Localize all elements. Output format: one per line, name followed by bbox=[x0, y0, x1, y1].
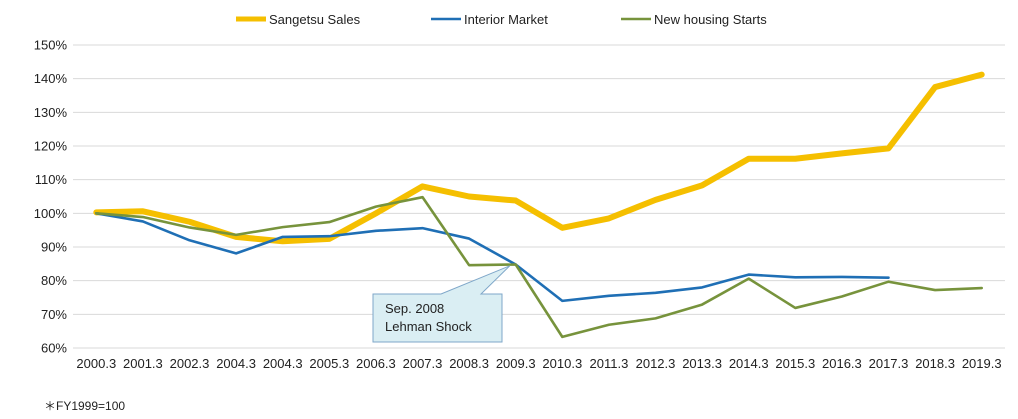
x-tick-label: 2010.3 bbox=[542, 356, 582, 371]
x-tick-label: 2009.3 bbox=[496, 356, 536, 371]
y-tick-label: 60% bbox=[41, 341, 67, 356]
y-tick-label: 150% bbox=[34, 38, 68, 53]
series-line-new-housing-starts bbox=[95, 195, 983, 339]
x-tick-label: 2015.3 bbox=[775, 356, 815, 371]
x-tick-label: 2014.3 bbox=[729, 356, 769, 371]
x-tick-label: 2008.3 bbox=[449, 356, 489, 371]
legend-label: Interior Market bbox=[464, 12, 548, 27]
x-tick-label: 2000.3 bbox=[76, 356, 116, 371]
y-tick-label: 140% bbox=[34, 71, 68, 86]
x-tick-label: 2011.3 bbox=[590, 356, 629, 371]
series-lines bbox=[93, 71, 985, 339]
legend-label: Sangetsu Sales bbox=[269, 12, 361, 27]
series-line-interior-market bbox=[95, 212, 890, 303]
lehman-shock-callout: Sep. 2008 Lehman Shock bbox=[372, 265, 511, 343]
x-tick-label: 2004.3 bbox=[263, 356, 303, 371]
x-tick-label: 2017.3 bbox=[869, 356, 909, 371]
footnote: ＊FY1999=100 bbox=[44, 399, 126, 413]
y-tick-label: 120% bbox=[34, 139, 68, 154]
y-tick-label: 70% bbox=[41, 307, 67, 322]
x-tick-label: 2006.3 bbox=[356, 356, 396, 371]
y-tick-label: 110% bbox=[35, 172, 68, 187]
x-tick-label: 2013.3 bbox=[682, 356, 722, 371]
legend-label: New housing Starts bbox=[654, 12, 767, 27]
y-tick-label: 80% bbox=[41, 273, 67, 288]
callout-box bbox=[372, 265, 511, 343]
x-tick-label: 2012.3 bbox=[636, 356, 676, 371]
y-tick-label: 130% bbox=[34, 105, 68, 120]
callout-text: Sep. 2008 bbox=[385, 301, 444, 316]
x-tick-label: 2005.3 bbox=[309, 356, 349, 371]
legend: Sangetsu Sales Interior Market New housing… bbox=[236, 12, 767, 27]
callout-text: Lehman Shock bbox=[385, 319, 472, 334]
x-tick-label: 2007.3 bbox=[403, 356, 443, 371]
y-axis-ticks: 60% 70% 80% 90% 100% 110% 120% 130% 140% 150% bbox=[34, 38, 68, 356]
x-tick-label: 2019.3 bbox=[962, 356, 1002, 371]
x-tick-label: 2018.3 bbox=[915, 356, 955, 371]
x-axis-ticks: 2000.3 2001.3 2002.3 2004.3 2004.3 2005.3 2006… bbox=[76, 356, 1001, 371]
y-tick-label: 100% bbox=[34, 206, 68, 221]
series-line-sangetsu-sales bbox=[93, 71, 985, 245]
x-tick-label: 2002.3 bbox=[170, 356, 210, 371]
y-tick-label: 90% bbox=[41, 240, 67, 255]
x-tick-label: 2016.3 bbox=[822, 356, 862, 371]
x-tick-label: 2001.3 bbox=[123, 356, 163, 371]
x-tick-label: 2004.3 bbox=[216, 356, 256, 371]
